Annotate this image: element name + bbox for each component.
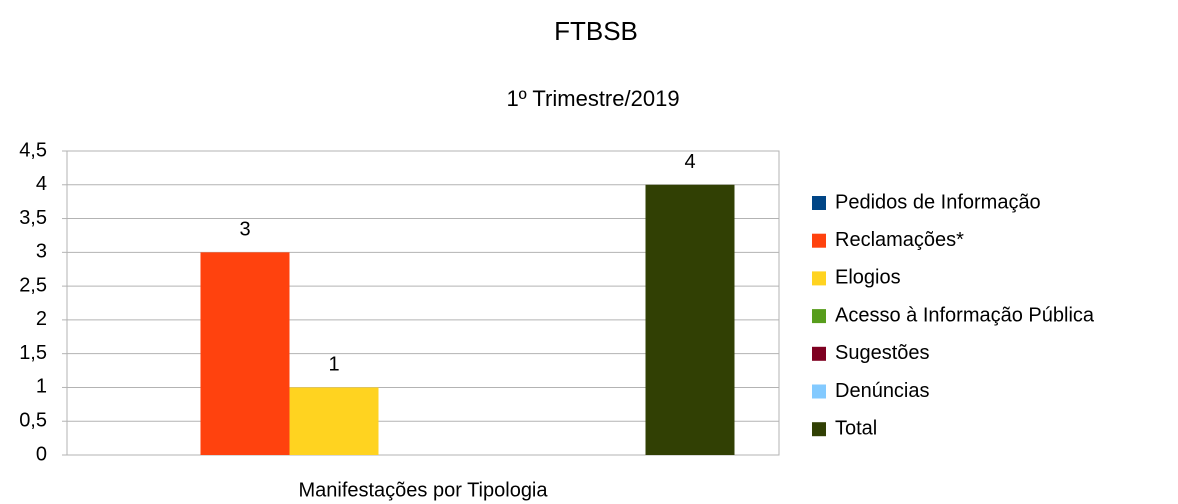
data-label: 1 <box>328 354 339 376</box>
chart-title: FTBSB <box>554 16 638 46</box>
bar <box>289 387 379 455</box>
legend-label: Denúncias <box>835 380 930 402</box>
legend-label: Elogios <box>835 267 901 289</box>
y-tick-label: 0 <box>36 443 47 465</box>
x-axis-label: Manifestações por Tipologia <box>298 479 548 501</box>
legend-label: Pedidos de Informação <box>835 191 1041 213</box>
y-tick-label: 4,5 <box>19 139 47 161</box>
legend-label: Acesso à Informação Pública <box>835 304 1095 326</box>
legend-label: Total <box>835 417 877 439</box>
legend-swatch <box>812 233 826 248</box>
y-tick-label: 3,5 <box>19 207 47 229</box>
chart-subtitle: 1º Trimestre/2019 <box>506 86 679 111</box>
y-tick-label: 1 <box>36 376 47 398</box>
plot-border <box>66 150 780 456</box>
legend-swatch <box>812 309 826 324</box>
legend-swatch <box>812 346 826 361</box>
bar <box>200 252 290 455</box>
legend-swatch <box>812 384 826 399</box>
legend-swatch <box>812 422 826 437</box>
legend-swatch <box>812 196 826 210</box>
y-tick-label: 0,5 <box>19 410 47 432</box>
y-tick-label: 4 <box>36 173 47 195</box>
legend-label: Reclamações* <box>835 229 964 251</box>
data-label: 3 <box>239 219 250 241</box>
y-tick-label: 2 <box>36 308 47 330</box>
y-tick-label: 1,5 <box>19 342 47 364</box>
legend-label: Sugestões <box>835 342 930 364</box>
legend-swatch <box>812 271 826 286</box>
data-label: 4 <box>684 151 695 173</box>
y-tick-label: 3 <box>36 241 47 263</box>
bar <box>645 184 735 455</box>
y-tick-label: 2,5 <box>19 274 47 296</box>
